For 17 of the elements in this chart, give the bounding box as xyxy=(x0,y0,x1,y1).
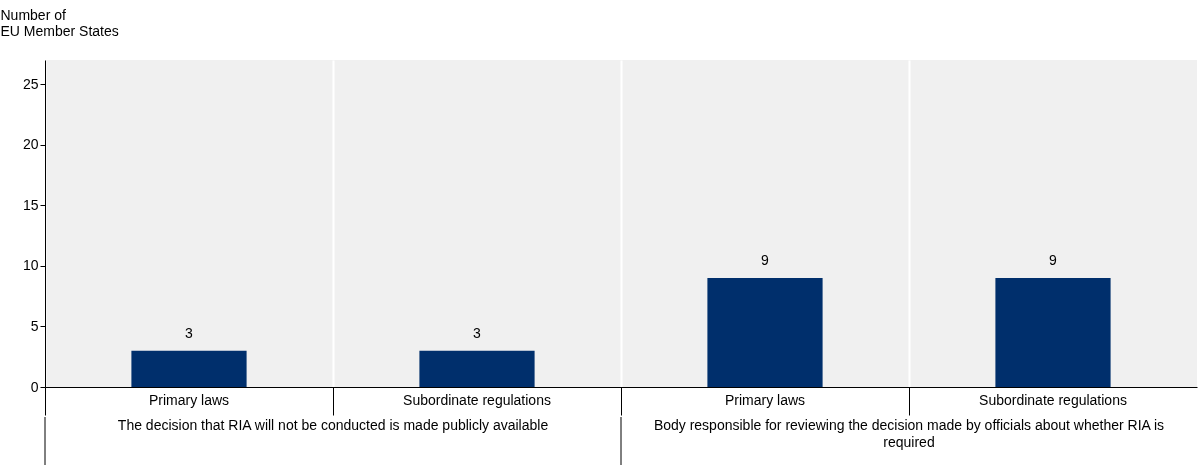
x-tick-label: Primary laws xyxy=(148,391,230,408)
text: Body responsible for reviewing the decision made by officials about whether RIA is required xyxy=(653,417,1165,450)
y-tick-label: 10 xyxy=(22,257,39,274)
y-tick-label: 25 xyxy=(22,75,39,92)
y-tick-label: 0 xyxy=(30,378,39,395)
data-label: 3 xyxy=(185,324,194,341)
data-label: 9 xyxy=(1049,252,1058,268)
y-tick-label: 20 xyxy=(22,136,39,153)
x-tick-label: Subordinate regulations xyxy=(979,391,1127,408)
text: The decision that RIA will not be conducted is made publicly available xyxy=(117,417,549,433)
data-label: 9 xyxy=(761,252,770,268)
x-tick-label: Subordinate regulations xyxy=(403,391,551,408)
y-tick-label: 5 xyxy=(30,317,39,334)
x-tick-label: Primary laws xyxy=(724,391,806,408)
data-label: 3 xyxy=(473,324,482,341)
y-tick-label: 15 xyxy=(22,196,39,213)
y-axis-title: Number of EU Member States xyxy=(0,6,119,39)
